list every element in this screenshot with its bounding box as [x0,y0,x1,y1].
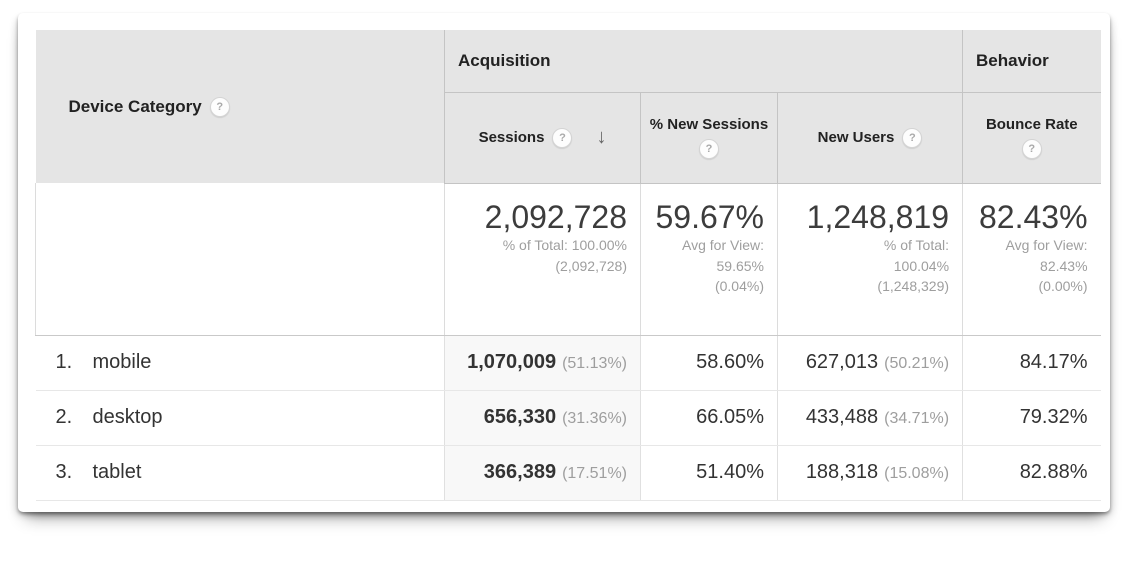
bounce-rate-value: 79.32% [1019,406,1088,428]
sort-descending-icon: ↓ [596,126,607,148]
new-users-total-subtext: % of Total: [883,237,950,254]
pct-new-sessions-column-header[interactable]: % New Sessions ? [640,92,778,184]
row-dimension-cell: 3. tablet [35,445,445,501]
bounce-rate-value: 84.17% [1019,351,1088,373]
new-users-total-subtext: 100.04% [893,257,950,274]
bounce-rate-cell: 84.17% [962,335,1101,391]
analytics-table: Device Category ? Acquisition Behavior S… [35,30,1101,501]
sessions-total-subtext: (2,092,728) [555,257,627,274]
help-icon[interactable]: ? [209,96,230,117]
sessions-cell: 656,330 (31.36%) [444,390,641,446]
row-dimension-cell: 1. mobile [35,335,445,391]
pct-new-sessions-total-value: 59.67% [655,198,764,235]
sessions-value: 656,330 [483,406,557,428]
pct-new-sessions-total-subtext: 59.65% [716,257,764,274]
sessions-percent: (51.13%) [562,355,627,372]
screenshot-frame: Device Category ? Acquisition Behavior S… [18,13,1110,512]
help-icon[interactable]: ? [902,127,923,148]
new-users-total-subtext: (1,248,329) [877,277,950,294]
row-index: 3. [55,461,73,483]
bounce-rate-total-subtext: 82.43% [1040,257,1088,274]
pct-new-sessions-value: 51.40% [696,461,764,483]
new-users-cell: 433,488 (34.71%) [776,390,963,446]
device-category-header[interactable]: Device Category ? [35,30,445,183]
totals-dimension-cell [35,183,445,336]
help-icon[interactable]: ? [699,139,719,160]
sessions-total-value: 2,092,728 [484,198,627,235]
bounce-rate-total-subtext: (0.00%) [1038,277,1088,294]
sessions-column-header[interactable]: Sessions ? ↓ [444,92,641,184]
table-row: 2. desktop 656,330 (31.36%) 66.05% 433,488… [35,390,1101,446]
metric-header-row: Sessions ? ↓ % New Sessions ? New Users … [36,92,1101,184]
sessions-total-cell: 2,092,728 % of Total: 100.00% (2,092,728… [444,183,641,336]
group-header-row: Device Category ? Acquisition Behavior [35,30,1101,183]
new-users-value: 188,318 [805,461,879,483]
bounce-rate-total-subtext: Avg for View: [1005,237,1088,254]
pct-new-sessions-cell: 51.40% [640,445,778,501]
row-label: tablet [92,461,142,483]
bounce-rate-label: Bounce Rate [985,115,1078,133]
pct-new-sessions-total-subtext: Avg for View: [682,237,764,254]
help-icon[interactable]: ? [1021,139,1042,160]
new-users-total-cell: 1,248,819 % of Total: 100.04% (1,248,329… [776,183,963,336]
bounce-rate-total-value: 82.43% [979,198,1088,235]
new-users-total-value: 1,248,819 [806,198,950,235]
new-users-value: 627,013 [805,351,879,373]
sessions-value: 366,389 [483,461,557,483]
behavior-group-header: Behavior [962,30,1101,93]
table-row: 3. tablet 366,389 (17.51%) 51.40% 188,318 (… [35,445,1101,501]
pct-new-sessions-value: 58.60% [696,351,764,373]
device-category-label: Device Category [68,96,202,116]
bounce-rate-value: 82.88% [1019,461,1088,483]
pct-new-sessions-cell: 58.60% [640,335,778,391]
behavior-group-label: Behavior [976,50,1049,70]
table-row: 1. mobile 1,070,009 (51.13%) 58.60% 627,01… [35,335,1101,391]
help-icon[interactable]: ? [552,127,573,148]
pct-new-sessions-value: 66.05% [696,406,764,428]
totals-row: 2,092,728 % of Total: 100.00% (2,092,728… [35,183,1101,336]
row-index: 1. [55,351,73,373]
pct-new-sessions-cell: 66.05% [640,390,778,446]
row-dimension-cell: 2. desktop [35,390,445,446]
row-label: desktop [92,406,163,428]
acquisition-group-label: Acquisition [458,50,551,70]
new-users-percent: (34.71%) [884,410,950,427]
bounce-rate-total-cell: 82.43% Avg for View: 82.43% (0.00%) [962,183,1101,336]
pct-new-sessions-label: % New Sessions [649,115,769,133]
bounce-rate-column-header[interactable]: Bounce Rate ? [962,92,1101,184]
acquisition-group-header: Acquisition [443,30,963,93]
bounce-rate-cell: 79.32% [962,390,1101,446]
sessions-percent: (17.51%) [562,465,627,482]
new-users-cell: 188,318 (15.08%) [776,445,963,501]
new-users-cell: 627,013 (50.21%) [776,335,963,391]
new-users-column-header[interactable]: New Users ? [776,92,963,184]
sessions-label: Sessions [478,129,545,146]
row-index: 2. [55,406,73,428]
pct-new-sessions-total-cell: 59.67% Avg for View: 59.65% (0.04%) [640,183,778,336]
sessions-total-subtext: % of Total: 100.00% [502,237,627,254]
sessions-cell: 1,070,009 (51.13%) [444,335,641,391]
sessions-value: 1,070,009 [467,351,557,373]
bounce-rate-cell: 82.88% [962,445,1101,501]
new-users-percent: (15.08%) [884,465,950,482]
new-users-label: New Users [817,129,895,146]
sessions-cell: 366,389 (17.51%) [444,445,641,501]
pct-new-sessions-total-subtext: (0.04%) [714,277,764,294]
new-users-percent: (50.21%) [884,355,950,372]
new-users-value: 433,488 [805,406,879,428]
sessions-percent: (31.36%) [562,410,627,427]
row-label: mobile [92,351,152,373]
